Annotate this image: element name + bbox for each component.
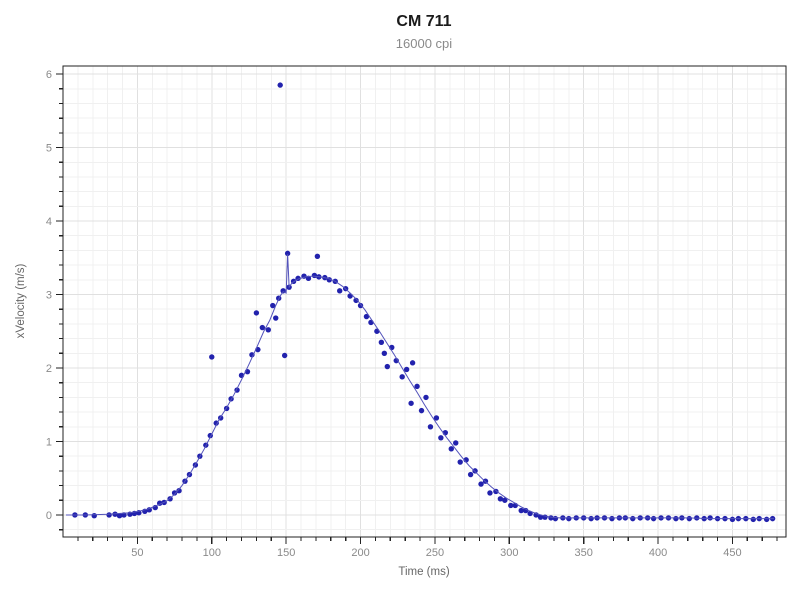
data-point <box>502 497 508 503</box>
data-point <box>630 515 636 522</box>
data-point <box>487 490 493 496</box>
data-point <box>249 352 255 358</box>
data-point <box>609 515 615 522</box>
data-point <box>347 293 353 299</box>
x-tick-label: 400 <box>649 547 667 559</box>
y-tick-label: 0 <box>46 510 52 522</box>
data-point <box>588 515 594 522</box>
data-point <box>408 400 414 406</box>
y-tick-label: 1 <box>46 436 52 448</box>
data-point <box>673 515 679 522</box>
data-point <box>265 327 271 333</box>
data-point <box>729 516 736 523</box>
data-point <box>423 394 429 401</box>
data-point <box>433 415 440 421</box>
x-tick-label: 350 <box>574 547 592 559</box>
data-point <box>453 440 459 446</box>
data-point <box>209 354 215 360</box>
data-point <box>427 424 434 430</box>
data-point <box>146 507 152 513</box>
data-point <box>384 363 391 370</box>
data-point <box>273 315 279 321</box>
trend-line <box>65 254 775 520</box>
x-tick-label: 150 <box>277 547 295 559</box>
x-tick-label: 200 <box>351 547 369 559</box>
data-point <box>707 515 713 521</box>
x-tick-label: 300 <box>500 547 518 559</box>
y-tick-label: 5 <box>46 143 52 155</box>
data-point <box>363 313 370 320</box>
y-tick-label: 4 <box>46 216 52 228</box>
data-point <box>171 490 178 496</box>
data-point <box>508 502 514 509</box>
y-tick-label: 6 <box>46 69 52 81</box>
chart-subtitle: 16000 cpi <box>396 36 452 51</box>
data-point <box>448 446 454 452</box>
data-point <box>91 512 97 519</box>
data-point <box>518 507 524 514</box>
data-point <box>409 360 416 366</box>
data-point <box>106 512 112 518</box>
data-point <box>270 302 276 309</box>
chart-title: CM 711 <box>396 13 451 30</box>
data-point <box>284 250 291 257</box>
data-point <box>552 515 559 522</box>
data-point <box>418 407 425 414</box>
y-tick-label: 2 <box>46 363 52 375</box>
data-point <box>259 324 266 331</box>
x-axis-label: Time (ms) <box>398 566 449 578</box>
data-point <box>750 516 756 523</box>
data-point <box>381 350 388 357</box>
data-point <box>650 515 657 522</box>
data-point <box>176 488 182 494</box>
data-series <box>65 82 776 523</box>
x-tick-label: 250 <box>426 547 444 559</box>
x-tick-label: 50 <box>131 547 143 559</box>
data-point <box>403 366 410 373</box>
data-point <box>353 297 359 304</box>
data-point <box>116 512 123 519</box>
data-point <box>378 339 385 345</box>
y-tick-label: 3 <box>46 290 52 302</box>
y-axis-label: xVelocity (m/s) <box>15 263 27 338</box>
grid-lines <box>63 66 786 537</box>
data-point <box>314 253 321 260</box>
data-point <box>253 310 260 316</box>
data-point <box>277 82 283 88</box>
x-tick-label: 450 <box>723 547 741 559</box>
data-point <box>472 468 478 474</box>
data-point <box>478 481 484 487</box>
data-point <box>763 516 770 523</box>
data-point <box>457 459 463 465</box>
data-point <box>566 515 572 522</box>
x-tick-label: 100 <box>203 547 221 559</box>
data-point <box>414 383 420 390</box>
plot-area-border <box>62 65 787 538</box>
data-point <box>686 515 693 522</box>
data-point <box>438 435 444 441</box>
data-point <box>337 288 343 294</box>
data-point <box>281 352 288 359</box>
data-point <box>497 496 504 502</box>
axis-tick-labels: 50 100 150 200 250 300 350 400 450 0 1 2 3 4 5 6 <box>46 69 742 559</box>
data-point <box>467 471 474 478</box>
data-point <box>357 302 364 309</box>
data-point <box>399 374 405 380</box>
data-point <box>537 514 544 520</box>
